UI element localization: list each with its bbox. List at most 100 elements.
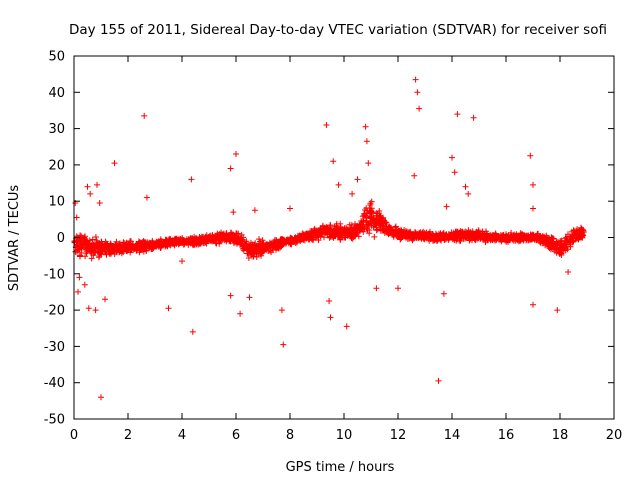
- data-point: [213, 240, 220, 247]
- outlier-point: [462, 183, 469, 190]
- outlier-point: [179, 258, 185, 265]
- data-point: [516, 235, 523, 242]
- data-point: [362, 212, 369, 219]
- data-point: [376, 210, 383, 217]
- data-point: [502, 233, 509, 240]
- data-point: [577, 233, 584, 240]
- data-point: [95, 248, 101, 255]
- outlier-point: [440, 290, 447, 297]
- data-point: [122, 241, 129, 248]
- data-point: [317, 228, 324, 235]
- data-point: [326, 227, 333, 234]
- y-tick-label: -40: [44, 376, 65, 391]
- data-point: [369, 217, 376, 224]
- outlier-point: [287, 205, 293, 212]
- outlier-point: [451, 169, 458, 176]
- outlier-point: [373, 285, 380, 292]
- data-point: [565, 231, 571, 238]
- data-point: [113, 248, 120, 255]
- data-point: [348, 235, 355, 242]
- data-point: [91, 244, 98, 251]
- x-tick-label: 12: [390, 428, 407, 443]
- x-tick-label: 10: [336, 428, 353, 443]
- data-point: [321, 234, 327, 241]
- axis-tick-labels: 0 2 4 6 8 10 12 14 16 18 20 50 40 30 20 10 0 -10 -20 -30 -40…: [44, 50, 623, 444]
- data-point: [544, 241, 551, 247]
- outlier-point: [554, 307, 561, 314]
- y-tick-label: -30: [44, 340, 65, 355]
- data-point: [107, 245, 114, 252]
- data-point: [82, 253, 89, 260]
- outlier-point: [75, 288, 81, 295]
- data-point: [89, 236, 96, 243]
- data-point: [103, 251, 110, 258]
- data-point: [469, 233, 476, 240]
- data-point: [367, 213, 374, 220]
- data-point: [554, 239, 561, 245]
- data-point: [76, 252, 83, 259]
- outlier-point: [227, 292, 234, 299]
- outlier-point: [143, 194, 150, 201]
- data-point: [505, 235, 512, 242]
- data-point: [331, 233, 338, 239]
- data-point: [238, 231, 245, 238]
- outlier-point: [343, 323, 350, 330]
- data-point: [576, 229, 582, 235]
- y-tick-label: 10: [48, 195, 65, 210]
- data-point: [363, 215, 369, 222]
- y-tick-label: -10: [44, 267, 65, 282]
- data-point: [388, 226, 395, 233]
- data-point: [343, 224, 350, 231]
- data-point: [553, 239, 560, 246]
- data-point: [176, 239, 183, 246]
- outlier-point: [449, 154, 455, 161]
- data-point: [490, 232, 497, 239]
- data-point: [239, 243, 246, 250]
- outlier-point: [530, 301, 536, 308]
- data-point: [272, 241, 279, 248]
- data-point: [556, 250, 563, 257]
- outlier-point: [92, 307, 99, 314]
- data-point: [471, 236, 478, 243]
- data-point: [149, 237, 156, 244]
- data-point: [192, 237, 199, 244]
- outlier-point: [326, 298, 333, 304]
- data-point: [227, 238, 234, 245]
- data-point: [382, 219, 389, 226]
- data-point: [311, 227, 317, 234]
- data-point: [95, 254, 102, 261]
- data-point: [368, 198, 375, 205]
- outlier-point: [94, 181, 100, 188]
- x-tick-label: 18: [552, 428, 569, 443]
- data-point: [382, 219, 389, 226]
- data-point: [485, 234, 492, 241]
- data-point: [462, 228, 469, 235]
- data-point: [559, 244, 566, 251]
- outlier-point: [246, 294, 253, 301]
- x-tick-label: 8: [286, 428, 294, 443]
- data-point: [379, 226, 386, 233]
- outlier-point: [395, 285, 401, 292]
- data-point: [274, 244, 280, 251]
- data-point: [372, 221, 379, 227]
- data-point: [132, 245, 139, 252]
- data-point: [152, 240, 159, 247]
- outlier-point: [327, 314, 334, 321]
- outlier-point: [81, 281, 88, 288]
- data-point: [266, 243, 273, 249]
- data-point: [525, 232, 532, 239]
- outlier-point: [84, 183, 91, 190]
- x-axis-label: GPS time / hours: [286, 460, 395, 475]
- data-point: [89, 247, 96, 254]
- outlier-point: [76, 274, 83, 281]
- data-point: [141, 244, 148, 251]
- data-point: [287, 239, 294, 246]
- data-point: [377, 218, 384, 225]
- data-point: [257, 238, 264, 245]
- data-point: [315, 237, 322, 244]
- data-point: [429, 231, 436, 237]
- data-point: [361, 211, 368, 218]
- y-tick-label: 40: [48, 86, 65, 101]
- chart-title: Day 155 of 2011, Sidereal Day-to-day VTE…: [69, 22, 607, 38]
